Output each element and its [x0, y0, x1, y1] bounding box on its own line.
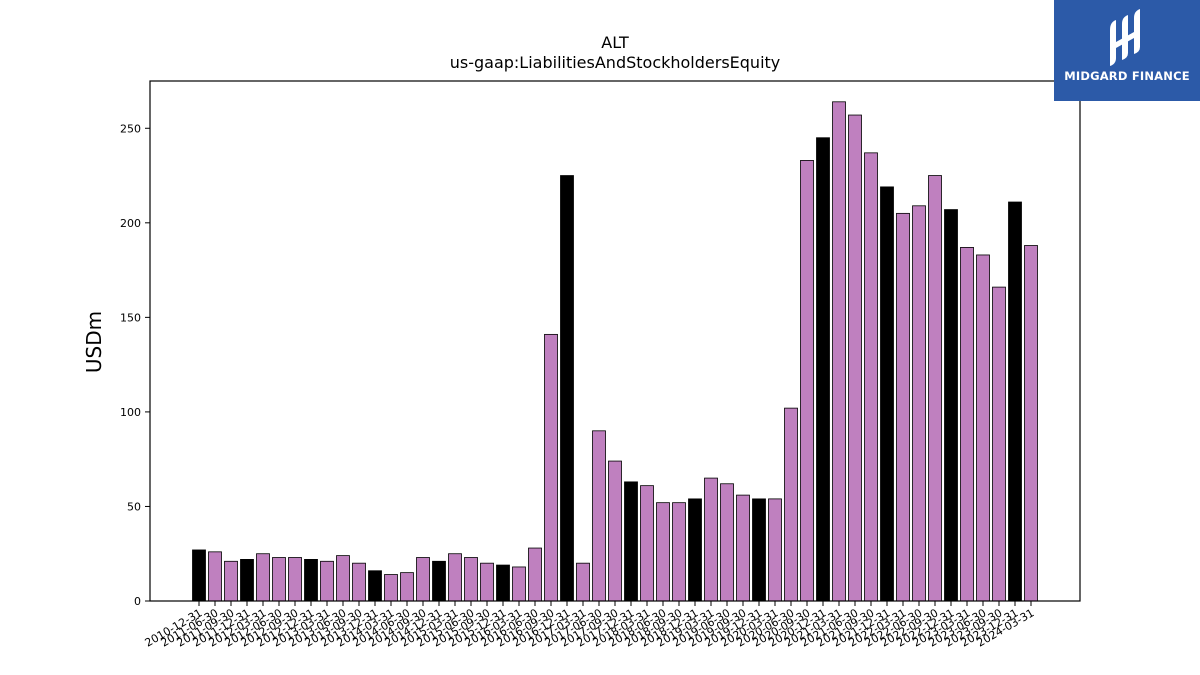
y-tick-label: 50: [127, 500, 141, 513]
y-tick-label: 0: [134, 595, 141, 608]
plot-frame: [149, 80, 1081, 602]
y-tick-label: 150: [120, 311, 141, 324]
bar-2023-12-31: [1008, 201, 1022, 602]
bar-2019-12-31: [752, 498, 766, 602]
bar-2019-03-31: [704, 477, 718, 602]
bar-2012-06-30: [272, 557, 286, 602]
bar-2013-12-31: [368, 570, 382, 602]
bar-2022-03-31: [896, 212, 910, 602]
bar-2012-12-31: [304, 559, 318, 602]
bar-2013-06-30: [336, 555, 350, 602]
bar-2018-12-31: [688, 498, 702, 602]
y-tick-label: 100: [120, 406, 141, 419]
bar-2014-03-31: [384, 574, 398, 602]
bar-2017-12-31: [624, 481, 638, 602]
bar-2011-12-31: [240, 559, 254, 602]
brand-name: MIDGARD FINANCE: [1064, 69, 1190, 83]
bar-2023-03-31: [960, 246, 974, 602]
chart-subtitle: us-gaap:LiabilitiesAndStockholdersEquity: [450, 53, 781, 72]
bar-2022-12-31: [944, 209, 958, 602]
bar-2017-06-30: [592, 430, 606, 602]
bar-2016-09-30: [544, 333, 558, 602]
y-tick-label: 250: [120, 122, 141, 135]
x-axis: 2010-12-312011-06-302011-09-302011-12-31…: [143, 601, 1037, 650]
bar-2018-03-31: [640, 485, 654, 602]
bar-2021-06-30: [848, 114, 862, 602]
bars-group: [192, 101, 1038, 602]
bar-2013-03-31: [320, 560, 334, 602]
bar-2014-06-30: [400, 572, 414, 602]
bar-2013-09-30: [352, 562, 366, 602]
bar-2016-12-31: [560, 175, 574, 602]
bar-2016-06-30: [528, 547, 542, 602]
bar-2016-03-31: [512, 566, 526, 602]
bar-2017-09-30: [608, 460, 622, 602]
y-axis-label: USDm: [82, 311, 106, 373]
bar-2021-12-31: [880, 186, 894, 602]
midgard-logo-icon: [1110, 9, 1140, 66]
y-tick-label: 200: [120, 217, 141, 230]
bar-2015-09-30: [480, 562, 494, 602]
bar-2012-09-30: [288, 557, 302, 602]
brand-logo: MIDGARD FINANCE: [1054, 0, 1200, 101]
bar-2020-09-30: [800, 160, 814, 602]
bar-2015-12-31: [496, 564, 510, 602]
bar-2023-09-30: [992, 286, 1006, 602]
bar-2017-03-31: [576, 562, 590, 602]
bar-2015-03-31: [448, 553, 462, 602]
bar-2020-06-30: [784, 407, 798, 602]
bar-2011-09-30: [224, 560, 238, 602]
bar-2015-06-30: [464, 557, 478, 602]
bar-2020-12-31: [816, 137, 830, 602]
bar-2021-09-30: [864, 152, 878, 602]
bar-2012-03-31: [256, 553, 270, 602]
bar-2021-03-31: [832, 101, 846, 602]
bar-2022-09-30: [928, 175, 942, 602]
bar-2023-06-30: [976, 254, 990, 602]
bar-2014-12-31: [432, 560, 446, 602]
y-axis: 0 50 100 150 200 250: [120, 122, 150, 608]
bar-2018-09-30: [672, 502, 686, 602]
bar-2020-03-31: [768, 498, 782, 602]
bar-2011-06-30: [208, 551, 222, 602]
chart-title: ALT: [601, 33, 629, 52]
bar-2018-06-30: [656, 502, 670, 602]
bar-2010-12-31: [192, 549, 206, 602]
bar-2019-06-30: [720, 483, 734, 602]
bar-2019-09-30: [736, 494, 750, 602]
bar-2022-06-30: [912, 205, 926, 602]
bar-2014-09-30: [416, 557, 430, 602]
bar-2024-03-31: [1024, 245, 1038, 602]
